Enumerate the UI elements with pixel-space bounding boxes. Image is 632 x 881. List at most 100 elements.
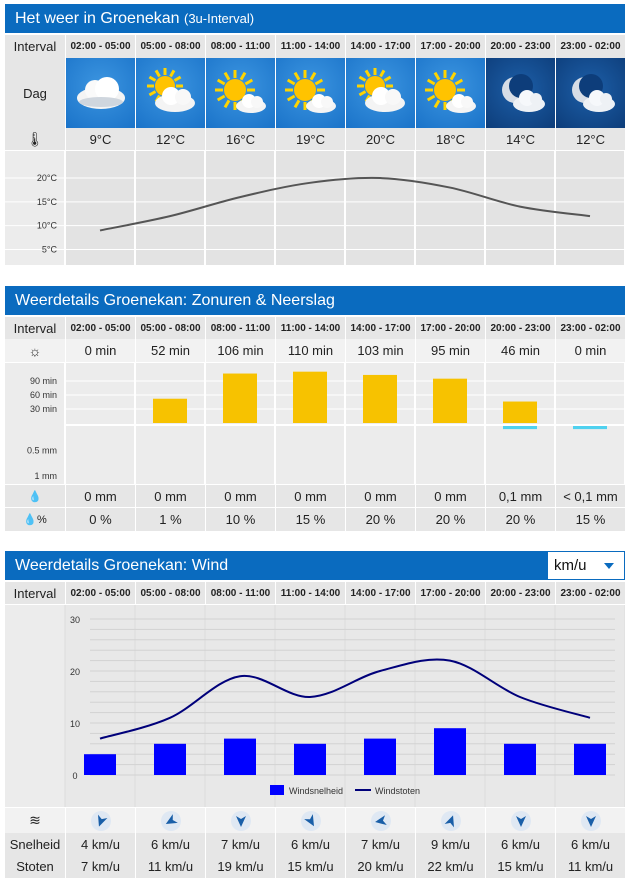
temperature-line — [99, 176, 591, 232]
arrow-w-icon — [370, 810, 391, 831]
unit-select[interactable]: km/u — [547, 551, 625, 580]
night-partly-cloudy-icon — [501, 74, 545, 112]
interval-cell: 05:00 - 08:00 — [135, 582, 205, 604]
wind-gust-cell: 15 km/u — [275, 855, 345, 878]
y-tick-label: 20°C — [37, 173, 58, 183]
arrow-s-icon — [90, 810, 111, 831]
rain-amount-cell: 0 mm — [415, 485, 485, 507]
wind-direction-cell — [345, 808, 415, 833]
wind-gust-cell: 11 km/u — [555, 855, 625, 878]
interval-cell: 02:00 - 05:00 — [65, 582, 135, 604]
temperature-cell: 19°C — [275, 128, 345, 150]
rain-probability-icon: 💧% — [23, 514, 47, 526]
wind-speed-bar — [224, 738, 256, 775]
wind-icon: ≋ — [29, 812, 41, 828]
wind-chart-svg: 0 10 20 30 Windsnelheid Windstoten — [64, 605, 626, 807]
rain-amount-cell: < 0,1 mm — [555, 485, 625, 507]
interval-cell: 23:00 - 02:00 — [555, 582, 625, 604]
wind-speed-cell: 6 km/u — [555, 833, 625, 855]
rain-probability-cell: 15 % — [275, 508, 345, 531]
night-partly-cloudy-icon — [571, 74, 615, 112]
interval-label: Interval — [13, 320, 57, 336]
thermometer-icon: 🌡 — [26, 130, 44, 147]
wind-chart: 0 10 20 30 Windsnelheid Windstoten — [5, 605, 626, 807]
day-label: Dag — [23, 85, 47, 101]
wind-speed-bar — [84, 754, 116, 775]
wind-speed-cell: 7 km/u — [345, 833, 415, 855]
interval-cell: 17:00 - 20:00 — [415, 35, 485, 58]
gust-label: Stoten — [16, 859, 54, 874]
weather-icon-cell — [555, 58, 625, 128]
sun-minutes-cell: 52 min — [135, 339, 205, 362]
wind-speed-cell: 6 km/u — [275, 833, 345, 855]
wind-gust-cell: 22 km/u — [415, 855, 485, 878]
y-tick-label: 90 min — [30, 376, 57, 386]
wind-panel: Weerdetails Groenekan: Wind km/u Interva… — [5, 551, 626, 878]
weather-temp-row: 🌡 9°C 12°C 16°C 19°C 20°C 18°C 14°C 12°C — [5, 128, 625, 150]
y-tick-label: 5°C — [42, 244, 58, 254]
rain-bar — [573, 426, 607, 430]
temperature-cell: 16°C — [205, 128, 275, 150]
y-tick-label: 1 mm — [35, 471, 58, 481]
interval-cell: 23:00 - 02:00 — [555, 317, 625, 339]
wind-title: Weerdetails Groenekan: Wind — [15, 557, 229, 574]
sun-rain-chart: 90 min 60 min 30 min 0.5 mm 1 mm — [5, 363, 626, 484]
wind-speed-bar — [434, 728, 466, 775]
sun-icon: ☼ — [28, 342, 42, 359]
rain-amount-cell: 0 mm — [275, 485, 345, 507]
temperature-cell: 18°C — [415, 128, 485, 150]
interval-label: Interval — [13, 39, 57, 54]
interval-cell: 02:00 - 05:00 — [65, 317, 135, 339]
rain-probability-cell: 15 % — [555, 508, 625, 531]
y-tick-label: 0.5 mm — [27, 446, 57, 456]
legend-label: Windsnelheid — [289, 786, 343, 796]
sun-bar — [293, 371, 327, 423]
rain-probability-cell: 20 % — [345, 508, 415, 531]
sunny-icon — [284, 70, 336, 113]
wind-direction-cell — [65, 808, 135, 833]
interval-cell: 08:00 - 11:00 — [205, 35, 275, 58]
wind-interval-row: Interval 02:00 - 05:00 05:00 - 08:00 08:00… — [5, 582, 625, 604]
wind-direction-cell — [415, 808, 485, 833]
temperature-chart-svg: 20°C 15°C 10°C 5°C — [5, 151, 626, 265]
interval-cell: 20:00 - 23:00 — [485, 317, 555, 339]
weather-icon-cell — [345, 58, 415, 128]
weather-icon-cell — [415, 58, 485, 128]
rain-amount-cell: 0,1 mm — [485, 485, 555, 507]
wind-direction-cell — [555, 808, 625, 833]
wind-speed-bar — [364, 738, 396, 775]
details-header: Weerdetails Groenekan: Zonuren & Neersla… — [5, 286, 625, 315]
chevron-down-icon — [604, 563, 614, 569]
details-panel: Weerdetails Groenekan: Zonuren & Neersla… — [5, 286, 626, 532]
sun-minutes-cell: 106 min — [205, 339, 275, 362]
wind-gust-cell: 11 km/u — [135, 855, 205, 878]
weather-icon-cell — [485, 58, 555, 128]
weather-icon-row: Dag — [5, 58, 625, 128]
partly-sunny-icon — [146, 68, 195, 112]
weather-icon-cell — [205, 58, 275, 128]
rain-probability-cell: 20 % — [485, 508, 555, 531]
interval-cell: 17:00 - 20:00 — [415, 317, 485, 339]
interval-cell: 02:00 - 05:00 — [65, 35, 135, 58]
rain-probability-cell: 1 % — [135, 508, 205, 531]
weather-title-suffix: (3u-Interval) — [183, 11, 255, 26]
arrow-sw-icon — [160, 810, 181, 831]
wind-speed-cell: 6 km/u — [485, 833, 555, 855]
sun-minutes-cell: 103 min — [345, 339, 415, 362]
wind-gust-cell: 19 km/u — [205, 855, 275, 878]
interval-cell: 05:00 - 08:00 — [135, 317, 205, 339]
wind-speed-bar — [574, 743, 606, 775]
rain-amount-row: 💧 0 mm 0 mm 0 mm 0 mm 0 mm 0 mm 0,1 mm < 0,1 mm — [5, 485, 625, 507]
wind-gust-row: Stoten 7 km/u 11 km/u 19 km/u 15 km/u 20 km/… — [5, 855, 625, 878]
legend-bar-swatch — [270, 785, 284, 795]
wind-speed-cell: 6 km/u — [135, 833, 205, 855]
y-tick-label: 30 — [70, 615, 80, 625]
interval-cell: 20:00 - 23:00 — [485, 582, 555, 604]
sun-bar — [153, 398, 187, 423]
wind-gust-line — [99, 658, 591, 740]
weather-interval-row: Interval 02:00 - 05:00 05:00 - 08:00 08:00… — [5, 35, 625, 58]
y-tick-label: 30 min — [30, 404, 57, 414]
interval-cell: 08:00 - 11:00 — [205, 317, 275, 339]
temperature-cell: 12°C — [555, 128, 625, 150]
rain-probability-cell: 0 % — [65, 508, 135, 531]
